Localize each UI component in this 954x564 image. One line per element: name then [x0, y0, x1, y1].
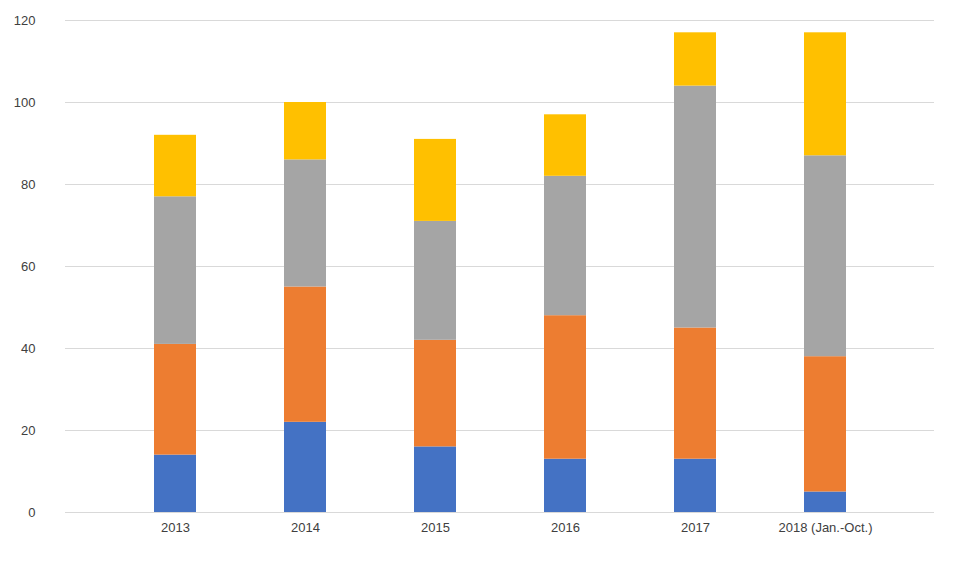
svg-text:2018 (Jan.-Oct.): 2018 (Jan.-Oct.): [779, 520, 873, 535]
svg-text:0: 0: [28, 505, 35, 520]
svg-text:120: 120: [14, 13, 36, 28]
svg-text:100: 100: [14, 95, 36, 110]
svg-text:60: 60: [21, 259, 35, 274]
svg-text:2014: 2014: [291, 520, 320, 535]
svg-text:40: 40: [21, 341, 35, 356]
svg-text:2017: 2017: [681, 520, 710, 535]
svg-text:20: 20: [21, 423, 35, 438]
svg-text:2016: 2016: [551, 520, 580, 535]
svg-text:2013: 2013: [161, 520, 190, 535]
svg-text:80: 80: [21, 177, 35, 192]
svg-text:2015: 2015: [421, 520, 450, 535]
